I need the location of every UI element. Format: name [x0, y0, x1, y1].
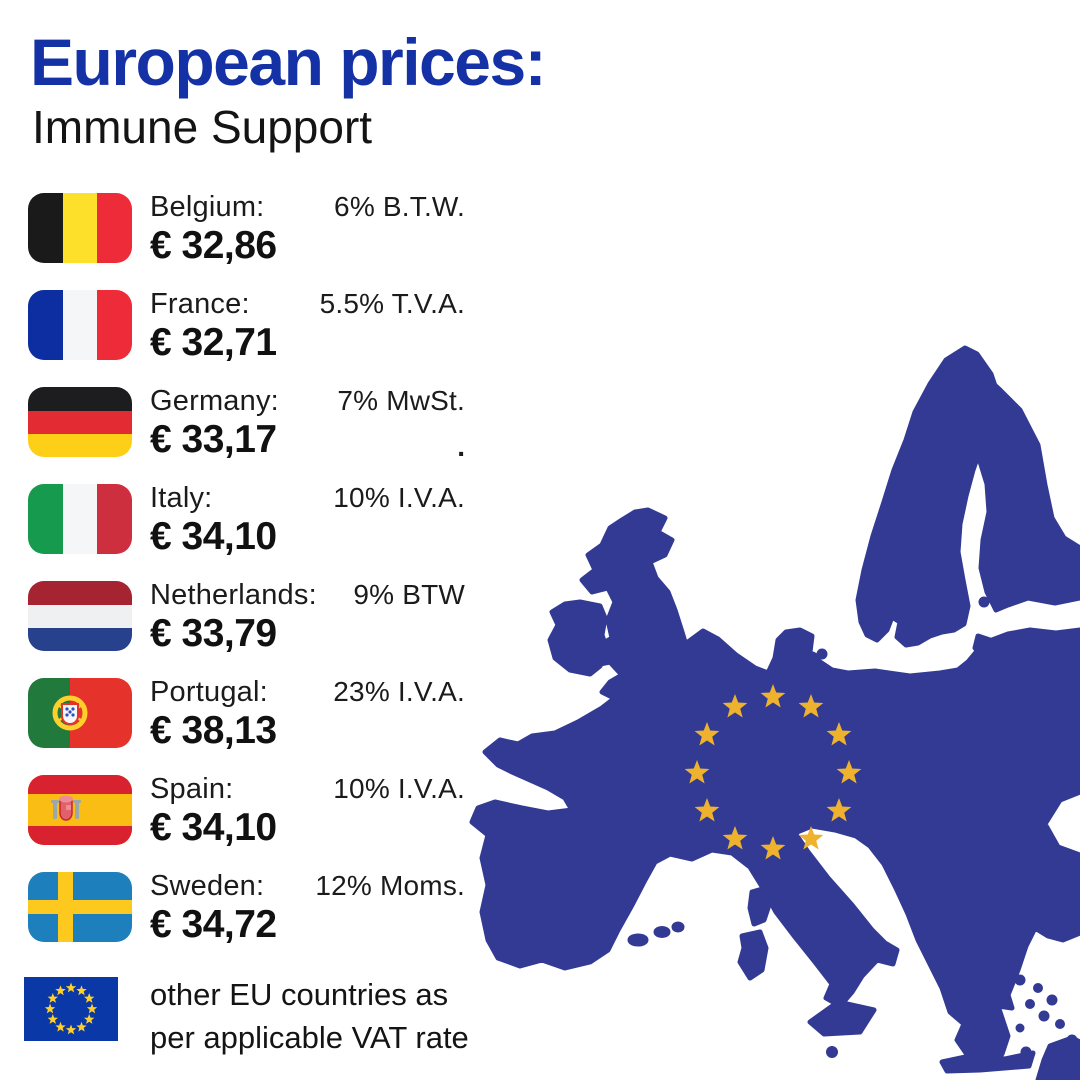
danish-island — [805, 651, 819, 665]
price-value: € 32,71 — [150, 321, 277, 365]
country-label: Sweden: — [150, 870, 265, 902]
netherlands-flag-icon — [28, 581, 132, 651]
vat-rate-label: 23% I.V.A. — [333, 676, 465, 707]
price-value: € 32,86 — [150, 224, 277, 268]
spain-flag-icon — [28, 775, 132, 845]
price-row-belgium: Belgium: 6% B.T.W. € 32,86 — [28, 192, 465, 289]
sweden-flag-icon — [28, 872, 132, 942]
country-label: Netherlands: — [150, 579, 317, 611]
italy-flag-icon — [28, 484, 132, 554]
country-label: Belgium: — [150, 191, 265, 223]
gotland-island — [972, 633, 997, 661]
finland-landmass — [962, 365, 1080, 613]
france-flag-icon — [28, 290, 132, 360]
aegean-island — [1014, 974, 1026, 986]
vat-rate-label-line2: . — [457, 431, 465, 463]
belgium-flag-icon — [28, 193, 132, 263]
vat-rate-label: 10% I.V.A. — [333, 773, 465, 804]
scandinavia-landmass — [855, 345, 1002, 648]
aegean-island — [1025, 999, 1035, 1009]
country-label: France: — [150, 288, 250, 320]
price-value: € 34,72 — [150, 903, 277, 947]
europe-map — [460, 340, 1080, 1083]
footer-note-line1: other EU countries as — [150, 977, 449, 1012]
price-value: € 34,10 — [150, 515, 277, 559]
balearic-island — [627, 933, 649, 947]
vat-rate-label: 12% Moms. — [315, 870, 465, 901]
price-row-italy: Italy: 10% I.V.A. € 34,10 — [28, 483, 465, 580]
danish-island — [798, 655, 808, 665]
price-row-netherlands: Netherlands: 9% BTW € 33,79 — [28, 580, 465, 677]
europe-map-svg — [469, 345, 1080, 1083]
ireland-island — [547, 599, 610, 677]
crete-island — [939, 1050, 1036, 1074]
country-label: Spain: — [150, 773, 234, 805]
corsica-island — [747, 885, 773, 927]
europe-landmass — [469, 345, 1080, 1083]
portugal-flag-icon — [28, 678, 132, 748]
country-label: Portugal: — [150, 676, 268, 708]
balearic-island — [653, 926, 671, 938]
danish-island — [816, 648, 828, 660]
rhodes-island — [1020, 1046, 1032, 1058]
vat-rate-label: 5.5% T.V.A. — [319, 288, 465, 319]
price-value: € 33,17 — [150, 418, 277, 462]
great-britain-island — [579, 507, 698, 703]
aegean-island — [1046, 994, 1058, 1006]
southeast-corner-landmass — [1035, 1035, 1080, 1083]
sardinia-island — [737, 929, 769, 981]
germany-flag-icon — [28, 387, 132, 457]
aegean-island — [1033, 983, 1043, 993]
aegean-island — [1055, 1019, 1065, 1029]
price-value: € 34,10 — [150, 806, 277, 850]
page-subtitle: Immune Support — [32, 101, 373, 153]
sicily-island — [807, 999, 877, 1037]
vat-rate-label: 9% BTW — [353, 579, 465, 610]
balearic-island — [671, 921, 685, 933]
page-title: European prices: — [30, 25, 547, 99]
country-label: Germany: — [150, 385, 279, 417]
price-row-portugal: Portugal: 23% I.V.A. € 38,13 — [28, 677, 465, 774]
price-value: € 38,13 — [150, 709, 277, 753]
price-row-france: France: 5.5% T.V.A. € 32,71 — [28, 289, 465, 386]
vat-rate-label: 6% B.T.W. — [334, 191, 465, 222]
aland-island — [978, 596, 990, 608]
country-label: Italy: — [150, 482, 213, 514]
footer-note-row: other EU countries as per applicable VAT… — [24, 977, 469, 1059]
malta-island — [826, 1046, 838, 1058]
footer-note-line2: per applicable VAT rate — [150, 1020, 469, 1055]
price-row-germany: Germany: 7% MwSt. € 33,17 . — [28, 386, 465, 483]
eu-flag-icon — [24, 977, 118, 1041]
vat-rate-label: 10% I.V.A. — [333, 482, 465, 513]
aegean-island — [1038, 1010, 1050, 1022]
footer-note: other EU countries as per applicable VAT… — [150, 973, 469, 1059]
price-value: € 33,79 — [150, 612, 277, 656]
price-row-spain: Spain: 10% I.V.A. € 34,10 — [28, 774, 465, 871]
vat-rate-label: 7% MwSt. — [337, 385, 465, 416]
aegean-island — [1015, 1023, 1025, 1033]
price-row-sweden: Sweden: 12% Moms. € 34,72 — [28, 871, 465, 968]
